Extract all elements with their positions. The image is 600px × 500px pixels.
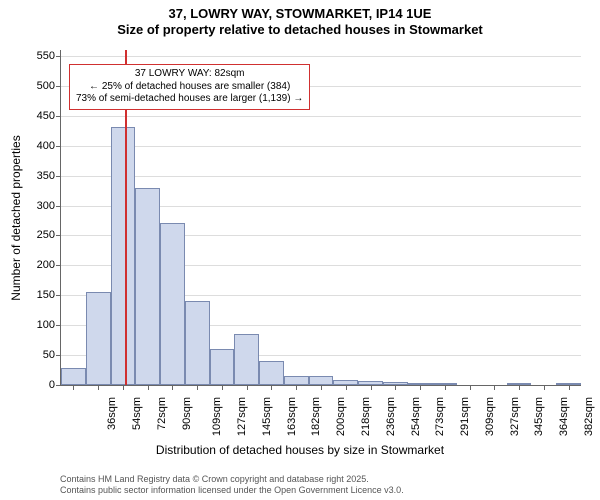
histogram-bar <box>210 349 235 385</box>
x-tick-label: 127sqm <box>236 391 248 436</box>
x-tick-mark <box>321 385 322 390</box>
x-tick-mark <box>420 385 421 390</box>
y-tick-label: 300 <box>37 200 61 212</box>
x-tick-label: 145sqm <box>261 391 273 436</box>
x-tick-label: 218sqm <box>360 391 372 436</box>
grid-line <box>61 116 581 117</box>
grid-line <box>61 56 581 57</box>
annotation-line-1: 37 LOWRY WAY: 82sqm <box>76 68 303 81</box>
x-tick-label: 345sqm <box>533 391 545 436</box>
footer-attribution: Contains HM Land Registry data © Crown c… <box>0 474 600 496</box>
histogram-bar <box>111 127 136 385</box>
x-tick-mark <box>296 385 297 390</box>
x-tick-mark <box>395 385 396 390</box>
histogram-bar <box>135 188 160 385</box>
x-tick-label: 72sqm <box>156 391 168 430</box>
histogram-bar <box>309 376 334 385</box>
histogram-bar <box>185 301 210 385</box>
x-tick-label: 273sqm <box>434 391 446 436</box>
histogram-bar <box>86 292 111 385</box>
histogram-bar <box>234 334 259 385</box>
x-tick-mark <box>445 385 446 390</box>
x-tick-mark <box>470 385 471 390</box>
y-tick-label: 400 <box>37 140 61 152</box>
grid-line <box>61 176 581 177</box>
x-tick-label: 36sqm <box>106 391 118 430</box>
x-tick-label: 382sqm <box>583 391 595 436</box>
annotation-box: 37 LOWRY WAY: 82sqm ← 25% of detached ho… <box>69 64 310 110</box>
y-tick-label: 50 <box>43 349 61 361</box>
annotation-line-3: 73% of semi-detached houses are larger (… <box>76 93 303 106</box>
x-tick-label: 236sqm <box>385 391 397 436</box>
histogram-bar <box>284 376 309 385</box>
y-tick-label: 450 <box>37 110 61 122</box>
x-tick-label: 291sqm <box>459 391 471 436</box>
x-tick-mark <box>123 385 124 390</box>
histogram-bar <box>259 361 284 385</box>
x-tick-mark <box>494 385 495 390</box>
x-tick-mark <box>544 385 545 390</box>
x-tick-label: 182sqm <box>311 391 323 436</box>
x-tick-mark <box>98 385 99 390</box>
x-tick-label: 163sqm <box>286 391 298 436</box>
y-tick-label: 200 <box>37 259 61 271</box>
chart-container: 37, LOWRY WAY, STOWMARKET, IP14 1UE Size… <box>0 0 600 500</box>
x-tick-mark <box>519 385 520 390</box>
x-tick-label: 364sqm <box>558 391 570 436</box>
x-tick-mark <box>197 385 198 390</box>
y-tick-label: 500 <box>37 80 61 92</box>
x-tick-mark <box>73 385 74 390</box>
y-axis-label: Number of detached properties <box>9 135 23 300</box>
grid-line <box>61 146 581 147</box>
histogram-bar <box>160 223 185 385</box>
x-tick-mark <box>247 385 248 390</box>
x-tick-label: 327sqm <box>509 391 521 436</box>
x-tick-mark <box>148 385 149 390</box>
x-tick-label: 309sqm <box>484 391 496 436</box>
x-tick-label: 109sqm <box>212 391 224 436</box>
x-tick-label: 90sqm <box>181 391 193 430</box>
x-tick-label: 200sqm <box>335 391 347 436</box>
y-tick-label: 100 <box>37 319 61 331</box>
x-tick-mark <box>371 385 372 390</box>
x-axis-label: Distribution of detached houses by size … <box>0 443 600 457</box>
title-line-2: Size of property relative to detached ho… <box>0 22 600 38</box>
x-tick-mark <box>172 385 173 390</box>
y-tick-label: 350 <box>37 170 61 182</box>
plot-area: 05010015020025030035040045050055036sqm54… <box>60 50 581 386</box>
footer-line-2: Contains public sector information licen… <box>60 485 600 496</box>
footer-line-1: Contains HM Land Registry data © Crown c… <box>60 474 600 485</box>
annotation-line-2: ← 25% of detached houses are smaller (38… <box>76 81 303 94</box>
x-tick-label: 54sqm <box>131 391 143 430</box>
y-tick-label: 150 <box>37 289 61 301</box>
x-tick-label: 254sqm <box>410 391 422 436</box>
y-tick-label: 550 <box>37 50 61 62</box>
title-line-1: 37, LOWRY WAY, STOWMARKET, IP14 1UE <box>0 6 600 22</box>
chart-title: 37, LOWRY WAY, STOWMARKET, IP14 1UE Size… <box>0 6 600 37</box>
y-tick-label: 0 <box>49 379 61 391</box>
y-tick-label: 250 <box>37 229 61 241</box>
x-tick-mark <box>222 385 223 390</box>
histogram-bar <box>61 368 86 385</box>
x-tick-mark <box>271 385 272 390</box>
x-tick-mark <box>346 385 347 390</box>
x-tick-mark <box>569 385 570 390</box>
